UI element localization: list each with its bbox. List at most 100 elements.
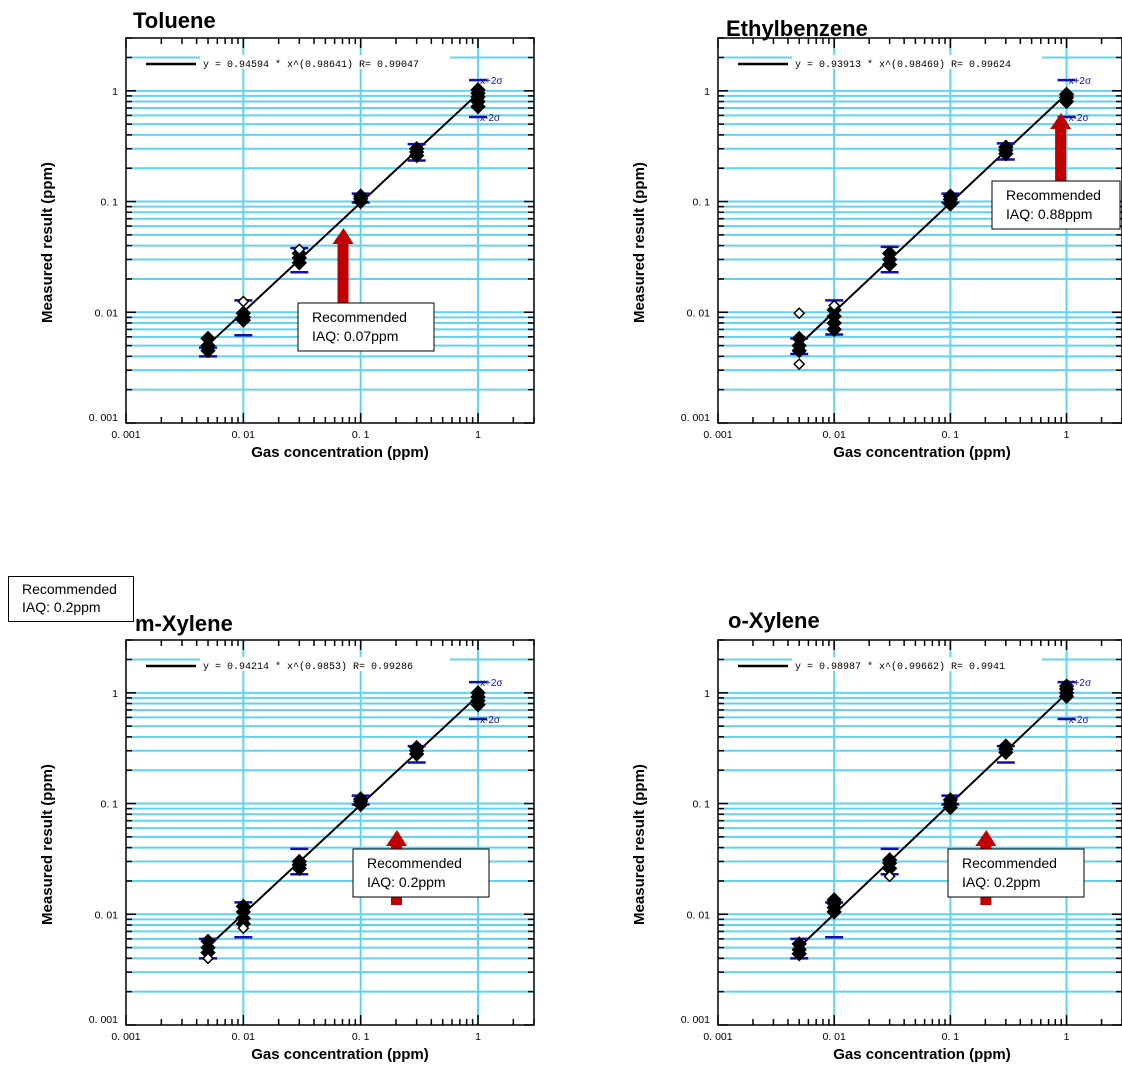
fit-line (207, 92, 479, 346)
data-point-open (883, 870, 896, 883)
x-tick-label: 1 (475, 1031, 481, 1043)
fit-equation: y = 0.93913 * x^(0.98469) R= 0.99624 (795, 59, 1011, 71)
x-axis-label: Gas concentration (ppm) (251, 444, 429, 461)
annotation-line1: Recommended (962, 855, 1057, 871)
y-tick-label: 1 (112, 688, 118, 700)
sigma-lower-label: x-2σ (1069, 113, 1090, 124)
data-point-open (201, 952, 215, 965)
annotation-box (297, 302, 435, 352)
data-point (881, 245, 898, 262)
data-point (881, 852, 898, 868)
data-point-open (293, 243, 306, 256)
plot-area (199, 680, 488, 965)
axis-ticks (717, 639, 1122, 1026)
chart-title: o-Xylene (728, 608, 820, 633)
data-point (200, 933, 216, 950)
annotation-arrow-head (385, 830, 407, 846)
sigma-upper-label: x+2σ (480, 678, 503, 689)
chart-title: Ethylbenzene (726, 16, 868, 41)
chart-panel-4: 0. 001 0. 01 0. 1 1 0. 001 0. 01 0. 1 1 Gas conc… (631, 608, 1122, 1063)
data-point (470, 82, 486, 98)
data-point-open (237, 295, 250, 308)
sigma-upper-label: x+2σ (480, 76, 503, 87)
annotation-arrow-head (332, 228, 354, 244)
y-tick-label: 1 (704, 688, 710, 700)
annotation-arrow-shaft (337, 242, 349, 303)
annotation-box (352, 848, 490, 898)
chart-title: Toluene (133, 8, 216, 33)
data-point-open (793, 358, 806, 371)
legend-bg (200, 657, 450, 671)
x-axis-label: Gas concentration (ppm) (833, 444, 1011, 461)
y-axis-label: Measured result (ppm) (39, 162, 56, 323)
plot-area (790, 78, 1076, 371)
y-axis-label: Measured result (ppm) (631, 162, 648, 323)
plot-area (790, 678, 1076, 962)
x-tick-label: 0. 001 (703, 1031, 732, 1043)
x-tick-label: 1 (475, 429, 481, 441)
data-point (200, 330, 216, 347)
plot-frame (717, 639, 1122, 1026)
y-tick-label: 0. 01 (95, 307, 119, 319)
legend-bg (200, 55, 450, 69)
chart-title: m-Xylene (135, 611, 233, 636)
x-tick-label: 0. 001 (703, 429, 732, 441)
x-tick-label: 0. 01 (823, 429, 847, 441)
data-point (408, 739, 425, 756)
annotation-line2: IAQ: 0.2ppm (367, 874, 446, 890)
axis-ticks (125, 37, 535, 424)
y-tick-label: 0. 001 (681, 1014, 710, 1026)
axis-ticks (717, 37, 1122, 424)
data-point (791, 330, 807, 347)
annotation-arrow-head (1050, 113, 1072, 129)
plot-frame (125, 37, 535, 424)
sigma-upper-label: x+2σ (1069, 678, 1092, 689)
x-tick-label: 0. 1 (352, 429, 370, 441)
x-tick-label: 1 (1064, 429, 1070, 441)
x-axis-label: Gas concentration (ppm) (833, 1046, 1011, 1063)
data-point (291, 853, 308, 870)
sigma-lower-label: x-2σ (480, 715, 501, 726)
x-tick-label: 0. 01 (232, 1031, 256, 1043)
data-point (235, 305, 252, 321)
data-point (352, 791, 369, 807)
y-tick-label: 0. 001 (89, 1014, 118, 1026)
chart-panel-2: 0. 001 0. 01 0. 1 1 0. 001 0. 01 0. 1 1 Gas conc… (631, 16, 1122, 461)
annotation-box (947, 848, 1085, 898)
legend-bg (792, 55, 1042, 69)
data-point (998, 738, 1014, 754)
x-tick-label: 1 (1064, 1031, 1070, 1043)
x-tick-label: 0. 1 (942, 1031, 960, 1043)
plot-frame (125, 639, 535, 1026)
data-point (470, 685, 486, 701)
y-tick-label: 0. 01 (687, 909, 711, 921)
data-point (1058, 86, 1075, 103)
data-point (1058, 678, 1075, 694)
data-point-open (793, 307, 806, 320)
x-axis-label: Gas concentration (ppm) (251, 1046, 429, 1063)
y-tick-label: 1 (112, 86, 118, 98)
fit-equation: y = 0.98987 * x^(0.99662) R= 0.9941 (795, 661, 1005, 673)
x-tick-label: 0. 001 (111, 1031, 140, 1043)
y-tick-label: 0. 1 (100, 197, 118, 209)
fit-line (798, 93, 1068, 346)
annotation-line2: IAQ: 0.88ppm (1006, 206, 1092, 222)
data-point (352, 188, 369, 204)
y-tick-label: 0. 01 (95, 909, 119, 921)
y-tick-label: 0. 001 (681, 412, 710, 424)
fit-equation: y = 0.94594 * x^(0.98641) R= 0.99047 (203, 59, 419, 71)
y-tick-label: 0. 001 (89, 412, 118, 424)
chart-panel-1: 0. 001 0. 01 0. 1 1 0. 001 0. 01 0. 1 1 Gas conc… (39, 8, 535, 461)
data-point (235, 898, 252, 915)
grid (126, 38, 534, 423)
data-point (408, 141, 425, 157)
y-tick-label: 0. 01 (687, 307, 711, 319)
sigma-lower-label: x-2σ (480, 113, 501, 124)
data-point (942, 188, 959, 204)
data-point-open (828, 299, 841, 312)
plot-area (199, 78, 488, 359)
y-axis-label: Measured result (ppm) (631, 764, 648, 925)
sigma-upper-label: x+2σ (1069, 76, 1092, 87)
data-point (942, 792, 959, 808)
